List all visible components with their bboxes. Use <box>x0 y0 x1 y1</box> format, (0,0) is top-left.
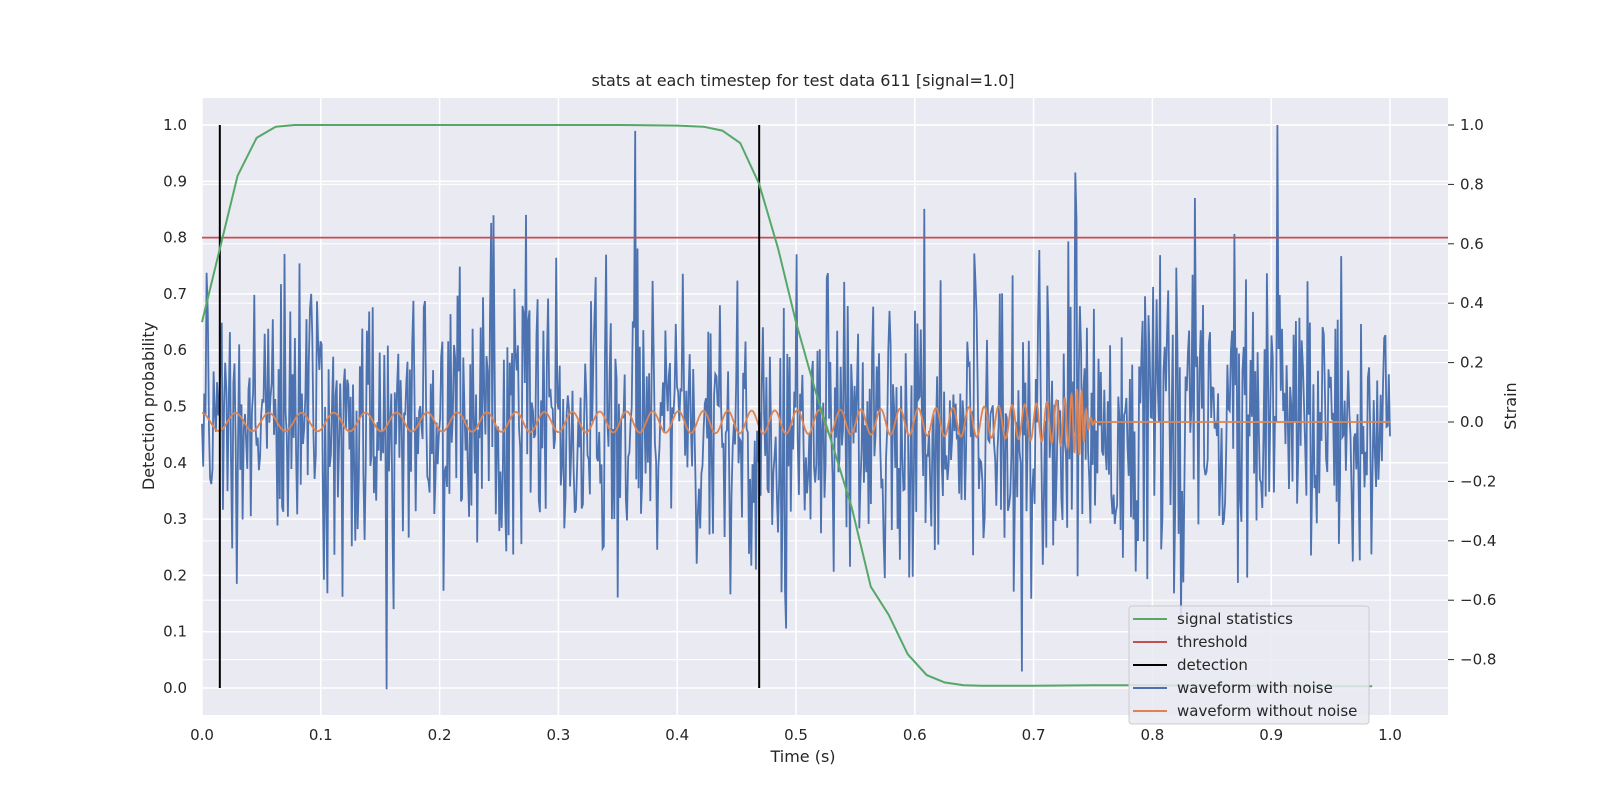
x-tick-label: 0.8 <box>1140 726 1164 744</box>
y2-tick-label: 0.8 <box>1460 175 1484 193</box>
legend-box <box>1128 605 1370 725</box>
y2-tick-label: −0.4 <box>1460 532 1496 550</box>
legend-label-threshold: threshold <box>1177 633 1248 651</box>
series-line-waveform-without-noise <box>202 388 1390 456</box>
legend-label-waveform-without-noise: waveform without noise <box>1177 702 1357 720</box>
x-tick-label: 0.7 <box>1022 726 1046 744</box>
y-axis-label: Detection probability <box>139 322 158 490</box>
y2-tick-label: 0.0 <box>1460 413 1484 431</box>
y-tick-label: 1.0 <box>163 116 187 134</box>
series-line-waveform-with-noise <box>201 124 1391 690</box>
chart-title: stats at each timestep for test data 611… <box>591 71 1014 90</box>
y-tick-label: 0.8 <box>163 229 187 247</box>
y2-tick-label: −0.2 <box>1460 472 1496 490</box>
x-tick-label: 1.0 <box>1378 726 1402 744</box>
y2-tick-label: 1.0 <box>1460 116 1484 134</box>
x-tick-label: 0.5 <box>784 726 808 744</box>
y-tick-label: 0.9 <box>163 172 187 190</box>
y2-axis-label: Strain <box>1501 382 1520 429</box>
x-axis-label: Time (s) <box>769 747 835 766</box>
legend-label-waveform-with-noise: waveform with noise <box>1177 679 1333 697</box>
y-tick-label: 0.1 <box>163 623 187 641</box>
x-tick-label: 0.1 <box>309 726 333 744</box>
y-tick-label: 0.2 <box>163 566 187 584</box>
y2-tick-label: −0.6 <box>1460 591 1496 609</box>
y-tick-label: 0.6 <box>163 341 187 359</box>
legend-label-detection: detection <box>1177 656 1248 674</box>
legend: signal statistics threshold detection wa… <box>1128 605 1370 725</box>
y-tick-label: 0.0 <box>163 679 187 697</box>
y-tick-label: 0.5 <box>163 398 187 416</box>
series-layer <box>201 124 1448 690</box>
series-line-signal-statistics <box>201 124 1373 688</box>
x-tick-label: 0.0 <box>190 726 214 744</box>
x-tick-label: 0.3 <box>546 726 570 744</box>
legend-label-signal-statistics: signal statistics <box>1177 610 1293 628</box>
y2-tick-label: 0.6 <box>1460 235 1484 253</box>
x-tick-label: 0.4 <box>665 726 689 744</box>
x-tick-label: 0.6 <box>903 726 927 744</box>
x-tick-label: 0.2 <box>428 726 452 744</box>
y-tick-label: 0.4 <box>163 454 187 472</box>
x-tick-label: 0.9 <box>1259 726 1283 744</box>
ticks: 0.0 0.1 0.2 0.3 0.4 0.5 0.6 0.7 0.8 0.9 1.0 0.0 0.1 0… <box>163 116 1496 744</box>
y-tick-label: 0.7 <box>163 285 187 303</box>
y-tick-label: 0.3 <box>163 510 187 528</box>
y2-tick-label: −0.8 <box>1460 651 1496 669</box>
y2-tick-label: 0.4 <box>1460 294 1484 312</box>
y2-tick-label: 0.2 <box>1460 354 1484 372</box>
